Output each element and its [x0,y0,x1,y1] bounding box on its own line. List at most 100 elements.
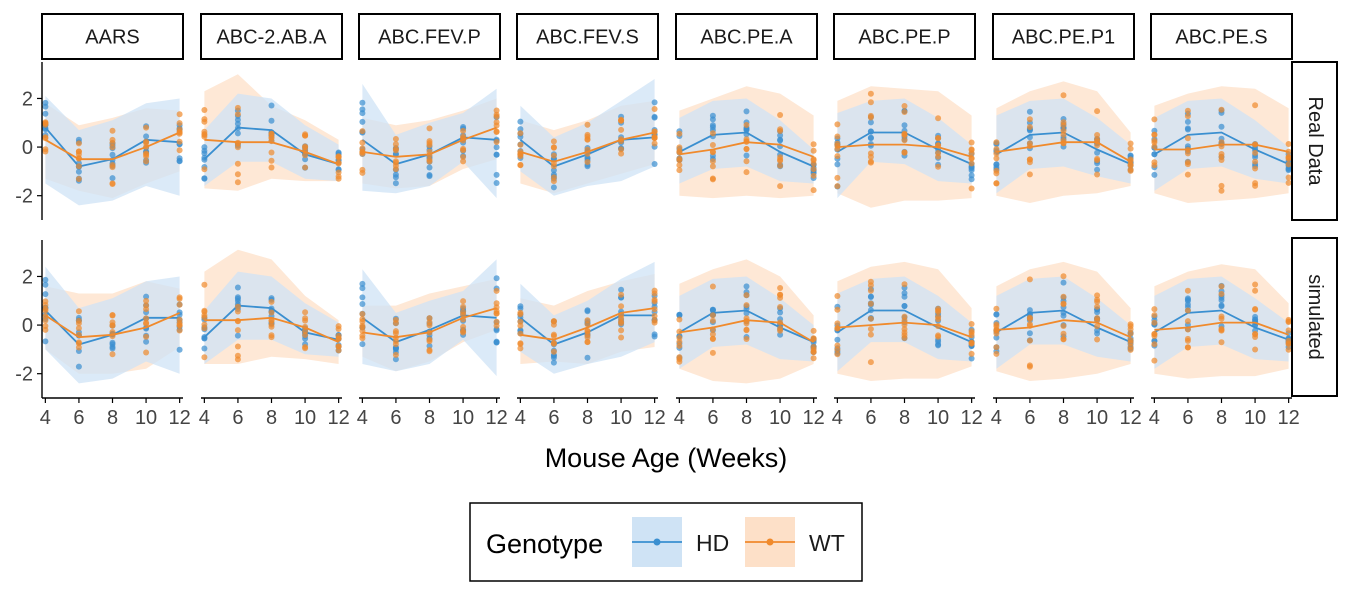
point-wt [867,326,874,332]
point-wt [517,153,524,160]
point-wt [426,158,433,165]
point-wt [709,149,716,156]
point-wt [493,111,500,118]
point-wt [993,305,1000,312]
panel-real-data-abc.fev.p [359,83,500,199]
point-hd [392,171,399,178]
point-wt [676,167,683,174]
x-tick-label: 8 [899,407,910,429]
point-wt [176,120,183,127]
point-wt [493,287,500,294]
point-wt [1184,318,1191,325]
point-wt [176,327,183,334]
point-hd [42,276,49,283]
point-wt [460,323,467,330]
legend-title: Genotype [486,529,603,559]
line-wt [204,138,339,165]
point-wt [392,147,399,154]
point-wt [834,183,841,190]
point-wt [1094,323,1101,330]
point-wt [302,309,309,316]
point-wt [777,304,784,310]
point-hd [176,157,183,164]
point-wt [143,153,150,160]
legend-label-wt: WT [809,530,845,556]
point-hd [109,151,116,158]
x-tick-label: 10 [1086,407,1108,429]
facet-strip-label: AARS [85,27,139,49]
point-wt [584,121,591,128]
point-hd [1094,330,1101,337]
point-wt [834,140,841,147]
point-wt [935,135,942,141]
point-wt [901,109,908,115]
point-hd [550,359,557,366]
point-wt [810,147,817,154]
point-hd [993,334,1000,341]
panel-simulated-abc.pe.a [676,259,817,384]
point-wt [1218,283,1225,290]
point-wt [1184,307,1191,314]
y-tick-label: -2 [15,186,33,208]
point-wt [618,291,625,298]
y-tick-label: 2 [22,266,33,288]
point-wt [834,351,841,358]
point-wt [584,321,591,328]
line-hd [836,309,972,343]
x-tick-label: 12 [486,407,508,429]
point-wt [460,158,467,165]
point-wt [584,159,591,165]
point-wt [392,351,399,358]
point-hd [359,301,366,307]
point-hd [201,175,208,182]
point-wt [1184,159,1191,166]
point-wt [834,153,841,160]
point-wt [392,141,399,148]
point-hd [651,331,658,338]
point-wt [1285,141,1292,147]
x-tick-label: 4 [40,407,51,429]
panel-real-data-abc.pe.s [1151,86,1292,203]
point-hd [709,124,716,131]
point-wt [143,315,150,322]
point-hd [584,354,591,361]
line-wt [520,307,655,341]
point-hd [392,346,399,353]
point-wt [1127,145,1134,152]
point-hd [517,118,524,125]
point-wt [234,160,241,167]
point-wt [777,112,784,118]
point-wt [109,164,116,171]
point-wt [1127,330,1134,337]
point-hd [359,341,366,348]
x-tick-label: 12 [1120,407,1142,429]
line-hd [1153,309,1289,341]
row-strip-label: Real Data [1304,97,1326,187]
point-wt [709,176,716,183]
point-wt [1127,339,1134,346]
point-wt [1094,108,1101,115]
point-hd [426,172,433,178]
point-wt [1252,334,1259,340]
x-tick-label: 6 [1024,407,1035,429]
point-wt [75,340,82,347]
point-hd [709,306,716,313]
line-wt [44,312,180,339]
x-tick-label: 10 [135,407,157,429]
x-tick-label: 4 [357,407,368,429]
point-wt [268,164,275,171]
point-hd [651,99,658,106]
point-wt [676,155,683,162]
point-wt [1127,323,1134,330]
point-hd [109,345,116,352]
point-wt [517,322,524,329]
point-hd [867,294,874,300]
point-hd [584,307,591,314]
point-wt [651,128,658,135]
point-wt [993,170,1000,177]
point-hd [651,113,658,120]
point-wt [1151,143,1158,150]
point-wt [584,338,591,345]
point-hd [302,156,309,163]
point-wt [550,144,557,151]
